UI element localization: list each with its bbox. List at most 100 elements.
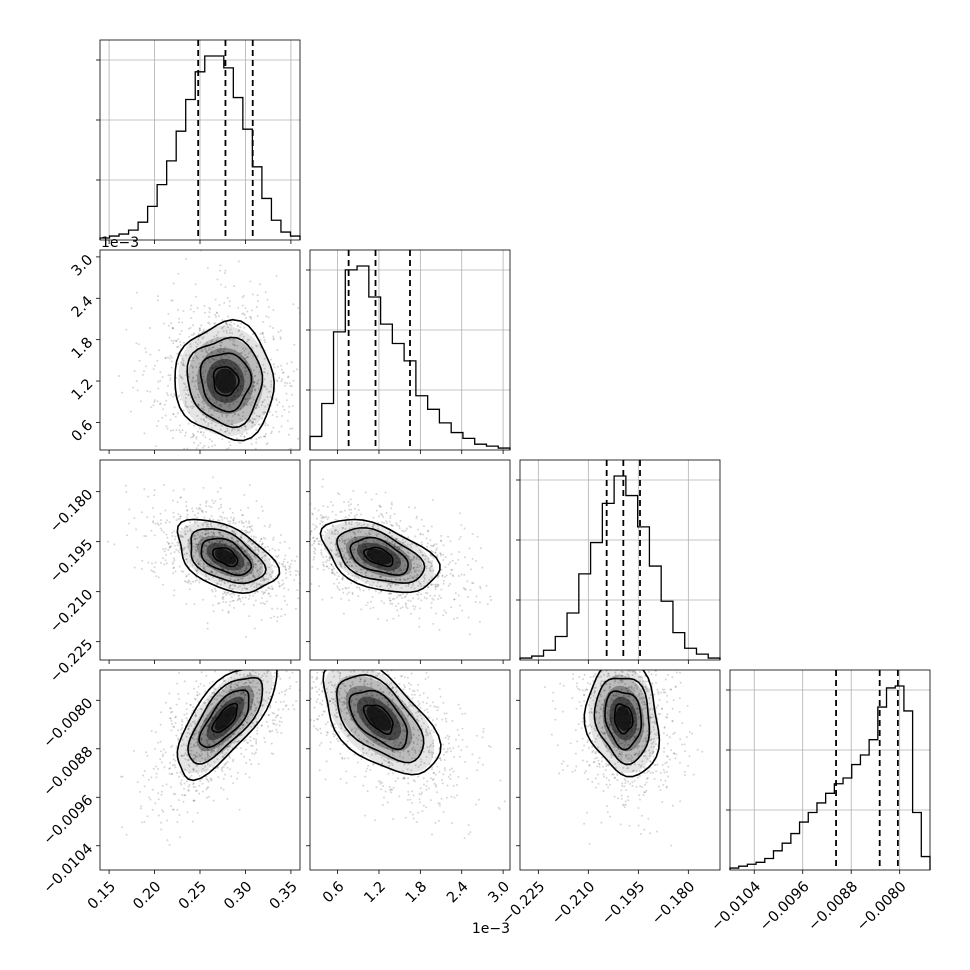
- sample-point: [388, 582, 391, 585]
- sample-point: [328, 699, 331, 702]
- sample-point: [300, 582, 302, 584]
- sample-point: [124, 484, 127, 487]
- sample-point: [195, 366, 198, 369]
- sample-point: [351, 698, 353, 701]
- sample-point: [242, 460, 244, 462]
- sample-point: [153, 400, 156, 403]
- sample-point: [224, 703, 227, 706]
- sample-point: [315, 576, 317, 578]
- sample-point: [270, 661, 272, 663]
- sample-point: [325, 760, 328, 763]
- sample-point: [128, 508, 131, 511]
- sample-point: [286, 603, 289, 606]
- sample-point: [206, 751, 209, 754]
- sample-point: [284, 568, 287, 571]
- sample-point: [236, 551, 239, 554]
- sample-point: [261, 705, 264, 707]
- sample-point: [426, 545, 429, 548]
- sample-point: [251, 685, 254, 688]
- sample-point: [279, 677, 282, 680]
- sample-point: [243, 698, 246, 701]
- sample-point: [236, 389, 239, 392]
- sample-point: [164, 559, 167, 562]
- sample-point: [210, 722, 213, 725]
- sample-point: [375, 509, 378, 512]
- sample-point: [290, 559, 293, 562]
- sample-point: [270, 430, 273, 433]
- sample-point: [237, 388, 240, 391]
- sample-point: [331, 524, 334, 527]
- sample-point: [209, 764, 212, 767]
- scatter-panel-3-1: [306, 665, 511, 874]
- sample-point: [219, 565, 222, 568]
- sample-point: [229, 745, 232, 748]
- sample-point: [440, 539, 442, 542]
- sample-point: [336, 553, 339, 556]
- sample-point: [254, 660, 256, 662]
- sample-point: [175, 548, 178, 551]
- sample-point: [188, 580, 191, 583]
- sample-point: [376, 581, 379, 584]
- sample-point: [251, 422, 254, 425]
- sample-point: [343, 542, 346, 545]
- sample-point: [242, 712, 245, 715]
- sample-point: [192, 435, 195, 437]
- sample-point: [220, 704, 223, 707]
- sample-point: [259, 566, 262, 569]
- sample-point: [232, 518, 235, 521]
- sample-point: [226, 429, 229, 432]
- sample-point: [348, 564, 351, 567]
- sample-point: [192, 377, 195, 380]
- sample-point: [168, 707, 171, 710]
- sample-point: [244, 693, 247, 696]
- sample-point: [185, 374, 188, 377]
- sample-point: [313, 547, 316, 550]
- sample-point: [430, 601, 433, 604]
- sample-point: [232, 547, 235, 549]
- sample-point: [361, 542, 364, 545]
- sample-point: [367, 532, 370, 534]
- sample-point: [283, 408, 286, 411]
- sample-point: [352, 530, 355, 533]
- sample-point: [265, 315, 268, 318]
- sample-point: [367, 665, 369, 667]
- sample-point: [204, 718, 207, 721]
- sample-point: [245, 549, 248, 552]
- sample-point: [144, 347, 147, 350]
- sample-point: [336, 585, 339, 588]
- sample-point: [230, 546, 233, 549]
- sample-point: [231, 415, 234, 417]
- sample-point: [170, 366, 173, 369]
- sample-point: [182, 362, 185, 365]
- sample-point: [204, 420, 207, 423]
- sample-point: [222, 667, 224, 669]
- sample-point: [247, 642, 249, 644]
- sample-point: [341, 578, 344, 581]
- sample-point: [306, 683, 308, 685]
- sample-point: [202, 431, 205, 434]
- sample-point: [264, 424, 267, 427]
- sample-point: [189, 308, 192, 311]
- sample-point: [348, 527, 351, 530]
- sample-point: [192, 545, 195, 548]
- density-shade: [214, 706, 237, 731]
- sample-point: [241, 545, 244, 548]
- sample-point: [201, 782, 204, 785]
- sample-point: [401, 571, 404, 574]
- sample-point: [243, 603, 245, 606]
- sample-point: [204, 690, 207, 693]
- sample-point: [353, 548, 356, 551]
- sample-point: [226, 748, 229, 751]
- sample-point: [238, 564, 241, 567]
- sample-point: [464, 712, 467, 715]
- sample-point: [375, 534, 378, 537]
- sample-point: [344, 527, 347, 530]
- sample-point: [290, 393, 293, 396]
- sample-point: [242, 411, 245, 414]
- sample-point: [225, 697, 228, 700]
- sample-point: [257, 569, 260, 572]
- sample-point: [276, 650, 278, 652]
- sample-point: [327, 516, 330, 519]
- sample-point: [212, 545, 215, 548]
- sample-point: [280, 647, 282, 649]
